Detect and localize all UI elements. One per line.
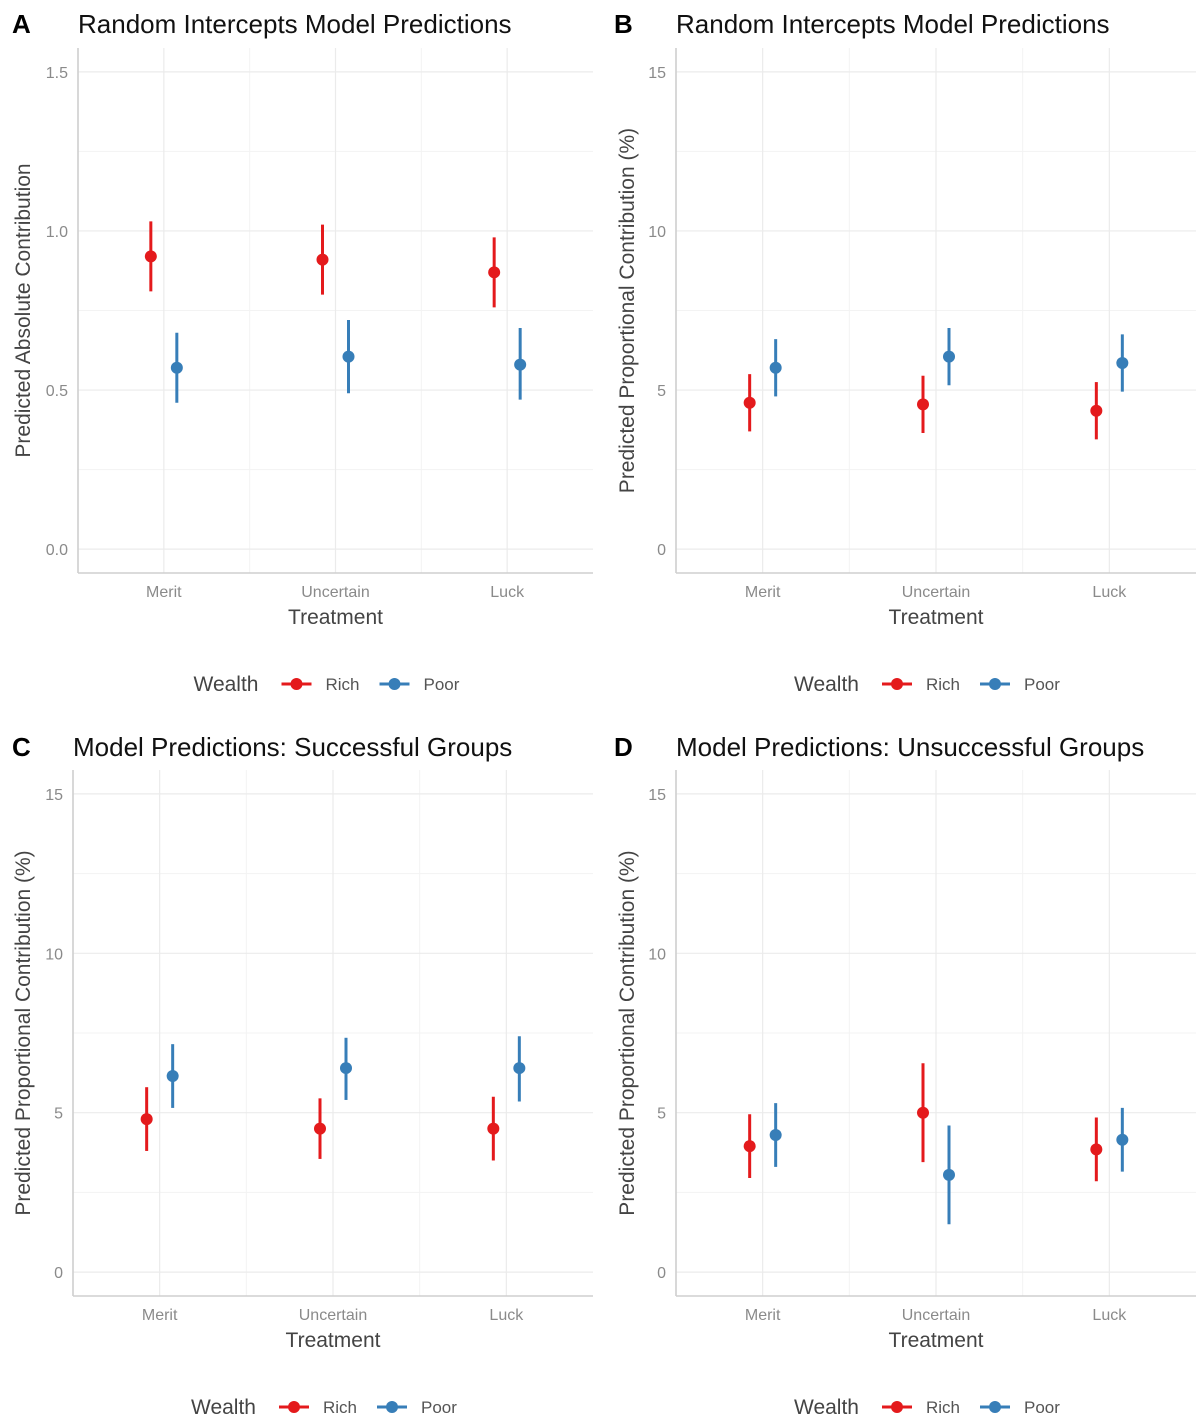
panel-letter: A	[12, 9, 31, 39]
point-rich	[917, 398, 929, 411]
legend: Wealth Rich Poor	[794, 673, 1060, 696]
legend-label-poor: Poor	[421, 1398, 457, 1417]
legend-title: Wealth	[191, 1396, 256, 1419]
legend: Wealth Rich Poor	[191, 1396, 457, 1419]
legend-label-rich: Rich	[926, 1398, 960, 1417]
x-tick-label: Luck	[1092, 584, 1127, 601]
legend-label-rich: Rich	[323, 1398, 357, 1417]
y-tick-label: 0.5	[46, 383, 68, 400]
point-rich	[487, 1122, 500, 1135]
y-tick-label: 15	[45, 787, 63, 804]
panel-letter: B	[614, 9, 633, 39]
legend-label-rich: Rich	[926, 675, 960, 694]
legend-key-point	[891, 1401, 903, 1413]
point-rich	[917, 1106, 929, 1119]
x-tick-label: Luck	[490, 584, 525, 601]
x-tick-label: Uncertain	[301, 584, 369, 601]
x-tick-label: Uncertain	[299, 1307, 367, 1324]
y-axis-title: Predicted Proportional Contribution (%)	[616, 128, 639, 493]
y-tick-label: 10	[648, 224, 666, 241]
legend-title: Wealth	[194, 673, 259, 696]
point-poor	[943, 350, 955, 363]
panel-title: Model Predictions: Unsuccessful Groups	[676, 732, 1144, 762]
panel-letter: D	[614, 732, 633, 762]
point-rich	[314, 1122, 326, 1135]
panel-title: Model Predictions: Successful Groups	[73, 732, 512, 762]
point-poor	[769, 361, 782, 374]
y-tick-label: 5	[657, 383, 666, 400]
legend-key-point	[290, 678, 303, 690]
y-tick-label: 0	[54, 1265, 63, 1282]
legend-label-rich: Rich	[326, 675, 360, 694]
y-tick-label: 10	[45, 946, 63, 963]
panel-letter: C	[12, 732, 31, 762]
point-rich	[140, 1113, 153, 1126]
point-poor	[769, 1129, 782, 1142]
y-axis-title: Predicted Proportional Contribution (%)	[616, 850, 639, 1215]
point-poor	[1116, 1133, 1129, 1146]
y-tick-label: 15	[648, 65, 666, 82]
chart-panel-a: 0.0 0.5 1.0 1.5 Merit Uncertain Luck Treatment P…	[12, 9, 593, 696]
chart-panel-c: 0 5 10 15 Merit Uncertain Luck Treatment Predict…	[12, 732, 593, 1419]
legend-title: Wealth	[794, 1396, 859, 1419]
point-rich	[743, 396, 756, 409]
point-poor	[1116, 357, 1129, 369]
point-poor	[514, 358, 527, 371]
x-tick-label: Luck	[489, 1307, 524, 1324]
point-poor	[943, 1168, 955, 1181]
legend-label-poor: Poor	[1024, 675, 1060, 694]
point-poor	[166, 1070, 179, 1083]
y-tick-label: 0.0	[46, 542, 68, 559]
x-tick-label: Merit	[745, 584, 781, 601]
y-axis-title: Predicted Absolute Contribution	[12, 163, 35, 457]
x-tick-label: Merit	[146, 584, 182, 601]
point-rich	[316, 253, 329, 266]
legend-key-point	[288, 1401, 300, 1413]
y-tick-label: 0	[657, 1265, 666, 1282]
y-tick-label: 1.0	[46, 224, 68, 241]
legend-title: Wealth	[794, 673, 859, 696]
y-tick-label: 1.5	[46, 65, 68, 82]
y-tick-label: 5	[54, 1106, 63, 1123]
chart-panel-d: 0 5 10 15 Merit Uncertain Luck Treatment Predict…	[614, 732, 1196, 1419]
y-tick-label: 10	[648, 946, 666, 963]
legend-label-poor: Poor	[1024, 1398, 1060, 1417]
y-tick-label: 15	[648, 787, 666, 804]
x-axis-title: Treatment	[286, 1329, 381, 1352]
point-rich	[488, 266, 501, 279]
x-axis-title: Treatment	[288, 606, 383, 629]
legend-key-point	[891, 678, 903, 690]
panel-title: Random Intercepts Model Predictions	[78, 9, 512, 39]
point-poor	[340, 1062, 352, 1075]
x-tick-label: Luck	[1092, 1307, 1127, 1324]
x-tick-label: Merit	[142, 1307, 178, 1324]
legend: Wealth Rich Poor	[794, 1396, 1060, 1419]
point-rich	[144, 250, 157, 263]
y-axis-title: Predicted Proportional Contribution (%)	[12, 850, 35, 1215]
point-rich	[1090, 1143, 1103, 1156]
point-rich	[1090, 404, 1103, 417]
point-poor	[342, 350, 355, 363]
legend: Wealth Rich Poor	[194, 673, 460, 696]
legend-key-point	[989, 1401, 1001, 1413]
x-axis-title: Treatment	[889, 606, 984, 629]
point-poor	[513, 1062, 526, 1075]
panel-title: Random Intercepts Model Predictions	[676, 9, 1110, 39]
x-tick-label: Merit	[745, 1307, 781, 1324]
legend-label-poor: Poor	[424, 675, 460, 694]
y-tick-label: 0	[657, 542, 666, 559]
x-axis-title: Treatment	[889, 1329, 984, 1352]
point-rich	[743, 1140, 756, 1153]
point-poor	[170, 361, 183, 374]
y-tick-label: 5	[657, 1106, 666, 1123]
x-tick-label: Uncertain	[902, 584, 970, 601]
x-tick-label: Uncertain	[902, 1307, 970, 1324]
legend-key-point	[386, 1401, 398, 1413]
legend-key-point	[989, 678, 1001, 690]
legend-key-point	[388, 678, 401, 690]
chart-panel-b: 0 5 10 15 Merit Uncertain Luck Treatment Predict…	[614, 9, 1196, 696]
